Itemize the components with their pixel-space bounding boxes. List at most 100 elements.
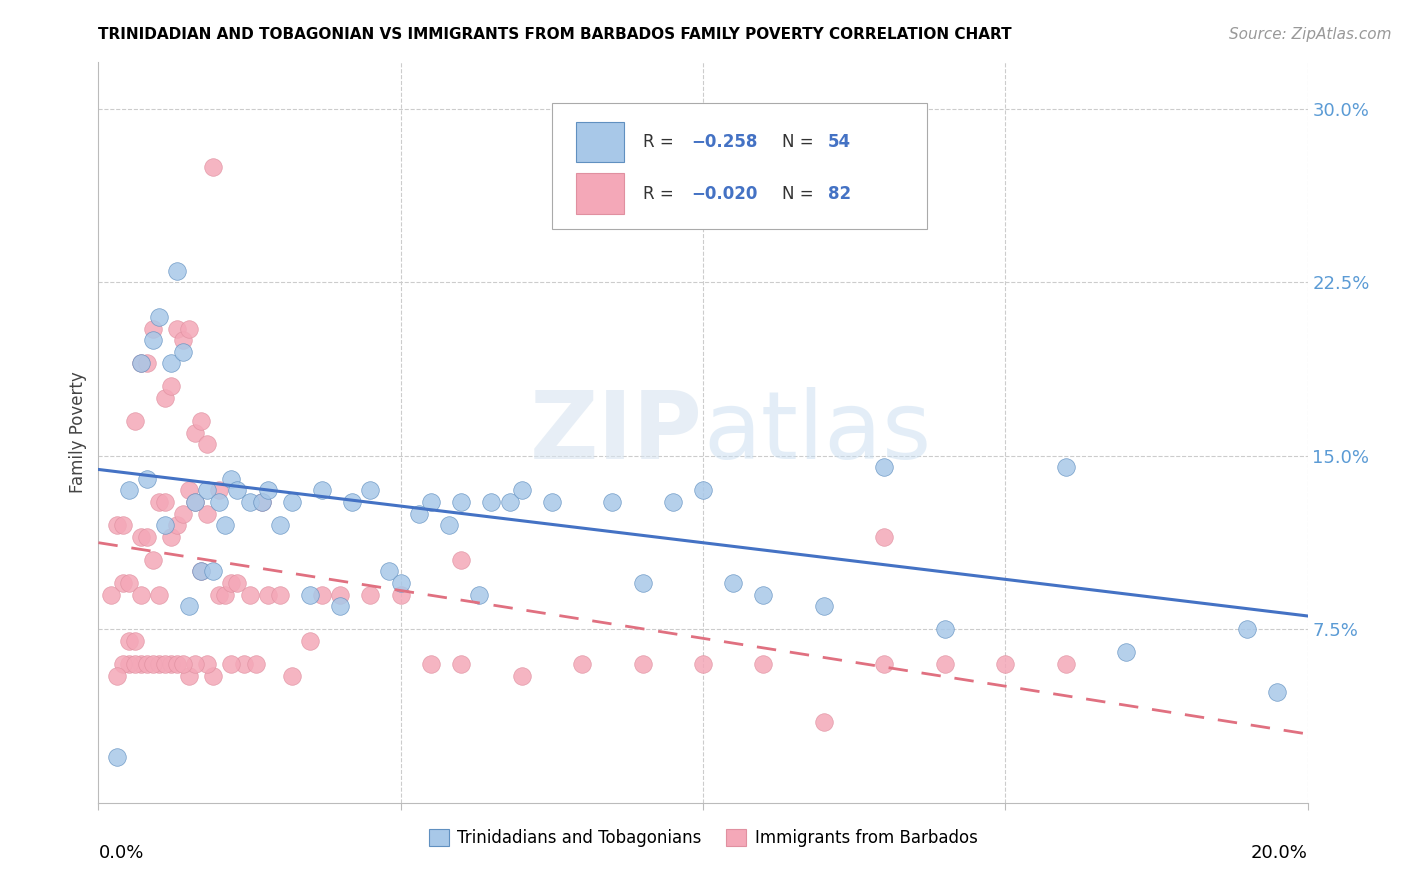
Point xyxy=(195,507,218,521)
Point xyxy=(256,483,278,498)
Point xyxy=(498,495,520,509)
Text: 82: 82 xyxy=(828,185,851,202)
Point xyxy=(111,518,134,533)
Point xyxy=(360,588,382,602)
Point xyxy=(360,483,382,498)
Point xyxy=(160,379,183,393)
Point xyxy=(299,588,322,602)
Point xyxy=(172,333,194,347)
Point xyxy=(221,576,243,591)
Point xyxy=(571,657,593,671)
Text: R =: R = xyxy=(643,185,679,202)
Point xyxy=(202,668,225,682)
Point xyxy=(190,565,212,579)
Point xyxy=(281,668,304,682)
Point xyxy=(377,565,399,579)
Point xyxy=(118,633,141,648)
Y-axis label: Family Poverty: Family Poverty xyxy=(69,372,87,493)
Point xyxy=(195,657,218,671)
FancyBboxPatch shape xyxy=(576,121,624,162)
Point xyxy=(1267,685,1289,699)
Point xyxy=(408,507,430,521)
Point xyxy=(208,495,231,509)
Point xyxy=(813,599,835,614)
Point xyxy=(311,483,333,498)
Point xyxy=(153,495,176,509)
Text: 0.0%: 0.0% xyxy=(98,844,143,862)
Point xyxy=(450,495,472,509)
Point xyxy=(111,576,134,591)
Point xyxy=(226,483,249,498)
Point xyxy=(226,576,249,591)
Point xyxy=(221,472,243,486)
Point xyxy=(1054,657,1077,671)
Point xyxy=(723,576,745,591)
Point xyxy=(166,518,188,533)
Point xyxy=(468,588,491,602)
Point xyxy=(245,657,267,671)
Point xyxy=(752,657,775,671)
Point xyxy=(281,495,304,509)
FancyBboxPatch shape xyxy=(551,103,927,229)
Point xyxy=(250,495,273,509)
Text: TRINIDADIAN AND TOBAGONIAN VS IMMIGRANTS FROM BARBADOS FAMILY POVERTY CORRELATIO: TRINIDADIAN AND TOBAGONIAN VS IMMIGRANTS… xyxy=(98,27,1012,42)
Point xyxy=(420,495,443,509)
Text: atlas: atlas xyxy=(703,386,931,479)
Text: R =: R = xyxy=(643,133,679,151)
Point xyxy=(631,576,654,591)
Point xyxy=(232,657,254,671)
Point xyxy=(135,657,157,671)
Legend: Trinidadians and Tobagonians, Immigrants from Barbados: Trinidadians and Tobagonians, Immigrants… xyxy=(422,822,984,854)
Point xyxy=(135,530,157,544)
Point xyxy=(118,657,141,671)
Point xyxy=(1236,622,1258,636)
Text: N =: N = xyxy=(782,185,818,202)
Point xyxy=(389,576,412,591)
Point xyxy=(179,483,201,498)
Point xyxy=(437,518,460,533)
Text: Source: ZipAtlas.com: Source: ZipAtlas.com xyxy=(1229,27,1392,42)
Point xyxy=(329,599,352,614)
Point xyxy=(153,518,176,533)
Point xyxy=(184,495,207,509)
Point xyxy=(124,633,146,648)
Point xyxy=(166,263,188,277)
Point xyxy=(813,714,835,729)
Point xyxy=(166,657,188,671)
FancyBboxPatch shape xyxy=(576,173,624,214)
Point xyxy=(481,495,503,509)
Point xyxy=(214,588,236,602)
Point xyxy=(129,356,152,370)
Point xyxy=(179,668,201,682)
Point xyxy=(1115,645,1137,659)
Point xyxy=(148,588,170,602)
Point xyxy=(190,565,212,579)
Point xyxy=(994,657,1017,671)
Point xyxy=(420,657,443,671)
Point xyxy=(105,518,128,533)
Point xyxy=(602,495,624,509)
Point xyxy=(342,495,364,509)
Point xyxy=(124,414,146,428)
Text: 20.0%: 20.0% xyxy=(1251,844,1308,862)
Point xyxy=(135,356,157,370)
Point xyxy=(873,460,896,475)
Point xyxy=(142,333,165,347)
Point xyxy=(299,633,322,648)
Point xyxy=(105,749,128,764)
Point xyxy=(142,657,165,671)
Point xyxy=(129,657,152,671)
Point xyxy=(195,437,218,451)
Point xyxy=(692,657,714,671)
Point xyxy=(179,599,201,614)
Point xyxy=(172,657,194,671)
Point xyxy=(934,622,956,636)
Text: −0.020: −0.020 xyxy=(690,185,758,202)
Point xyxy=(166,321,188,335)
Point xyxy=(934,657,956,671)
Point xyxy=(214,518,236,533)
Point xyxy=(184,495,207,509)
Point xyxy=(571,183,593,197)
Point xyxy=(153,657,176,671)
Point xyxy=(118,576,141,591)
